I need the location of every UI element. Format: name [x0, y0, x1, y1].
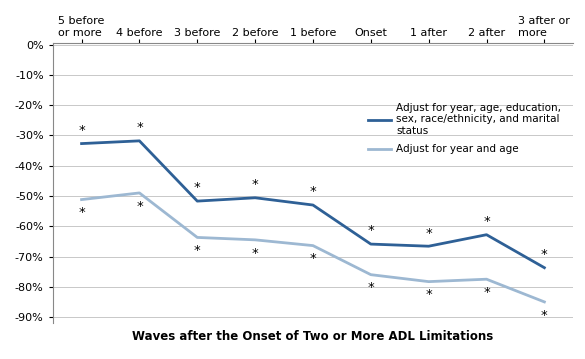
- Adjust for year, age, education,
sex, race/ethnicity, and marital
status: [252, 196, 259, 200]
- Adjust for year, age, education,
sex, race/ethnicity, and marital
status: [367, 242, 374, 246]
- Text: *: *: [252, 247, 259, 260]
- Adjust for year and age: [194, 235, 201, 239]
- Adjust for year and age: [252, 238, 259, 242]
- Text: *: *: [136, 121, 143, 134]
- Text: *: *: [136, 200, 143, 213]
- Adjust for year and age: [309, 243, 316, 248]
- Text: *: *: [309, 185, 316, 199]
- Text: *: *: [483, 215, 490, 228]
- Adjust for year and age: [425, 279, 432, 284]
- Adjust for year, age, education,
sex, race/ethnicity, and marital
status: [541, 266, 548, 270]
- Adjust for year, age, education,
sex, race/ethnicity, and marital
status: [78, 141, 85, 146]
- Adjust for year and age: [78, 197, 85, 202]
- Text: *: *: [78, 206, 85, 219]
- Text: *: *: [367, 281, 374, 294]
- Legend: Adjust for year, age, education,
sex, race/ethnicity, and marital
status, Adjust: Adjust for year, age, education, sex, ra…: [364, 99, 566, 159]
- Text: *: *: [194, 244, 201, 257]
- Text: *: *: [309, 252, 316, 265]
- Line: Adjust for year, age, education,
sex, race/ethnicity, and marital
status: Adjust for year, age, education, sex, ra…: [81, 141, 545, 268]
- Text: *: *: [425, 288, 432, 301]
- Line: Adjust for year and age: Adjust for year and age: [81, 193, 545, 302]
- X-axis label: Waves after the Onset of Two or More ADL Limitations: Waves after the Onset of Two or More ADL…: [132, 330, 494, 343]
- Adjust for year and age: [136, 191, 143, 195]
- Adjust for year and age: [483, 277, 490, 281]
- Text: *: *: [367, 224, 374, 237]
- Text: *: *: [425, 227, 432, 239]
- Text: *: *: [483, 286, 490, 299]
- Text: *: *: [252, 178, 259, 191]
- Adjust for year, age, education,
sex, race/ethnicity, and marital
status: [194, 199, 201, 203]
- Adjust for year and age: [541, 300, 548, 304]
- Adjust for year and age: [367, 272, 374, 277]
- Text: *: *: [194, 181, 201, 195]
- Text: *: *: [78, 124, 85, 137]
- Adjust for year, age, education,
sex, race/ethnicity, and marital
status: [483, 233, 490, 237]
- Adjust for year, age, education,
sex, race/ethnicity, and marital
status: [136, 139, 143, 143]
- Adjust for year, age, education,
sex, race/ethnicity, and marital
status: [425, 244, 432, 248]
- Text: *: *: [541, 309, 548, 322]
- Adjust for year, age, education,
sex, race/ethnicity, and marital
status: [309, 203, 316, 207]
- Text: *: *: [541, 248, 548, 261]
